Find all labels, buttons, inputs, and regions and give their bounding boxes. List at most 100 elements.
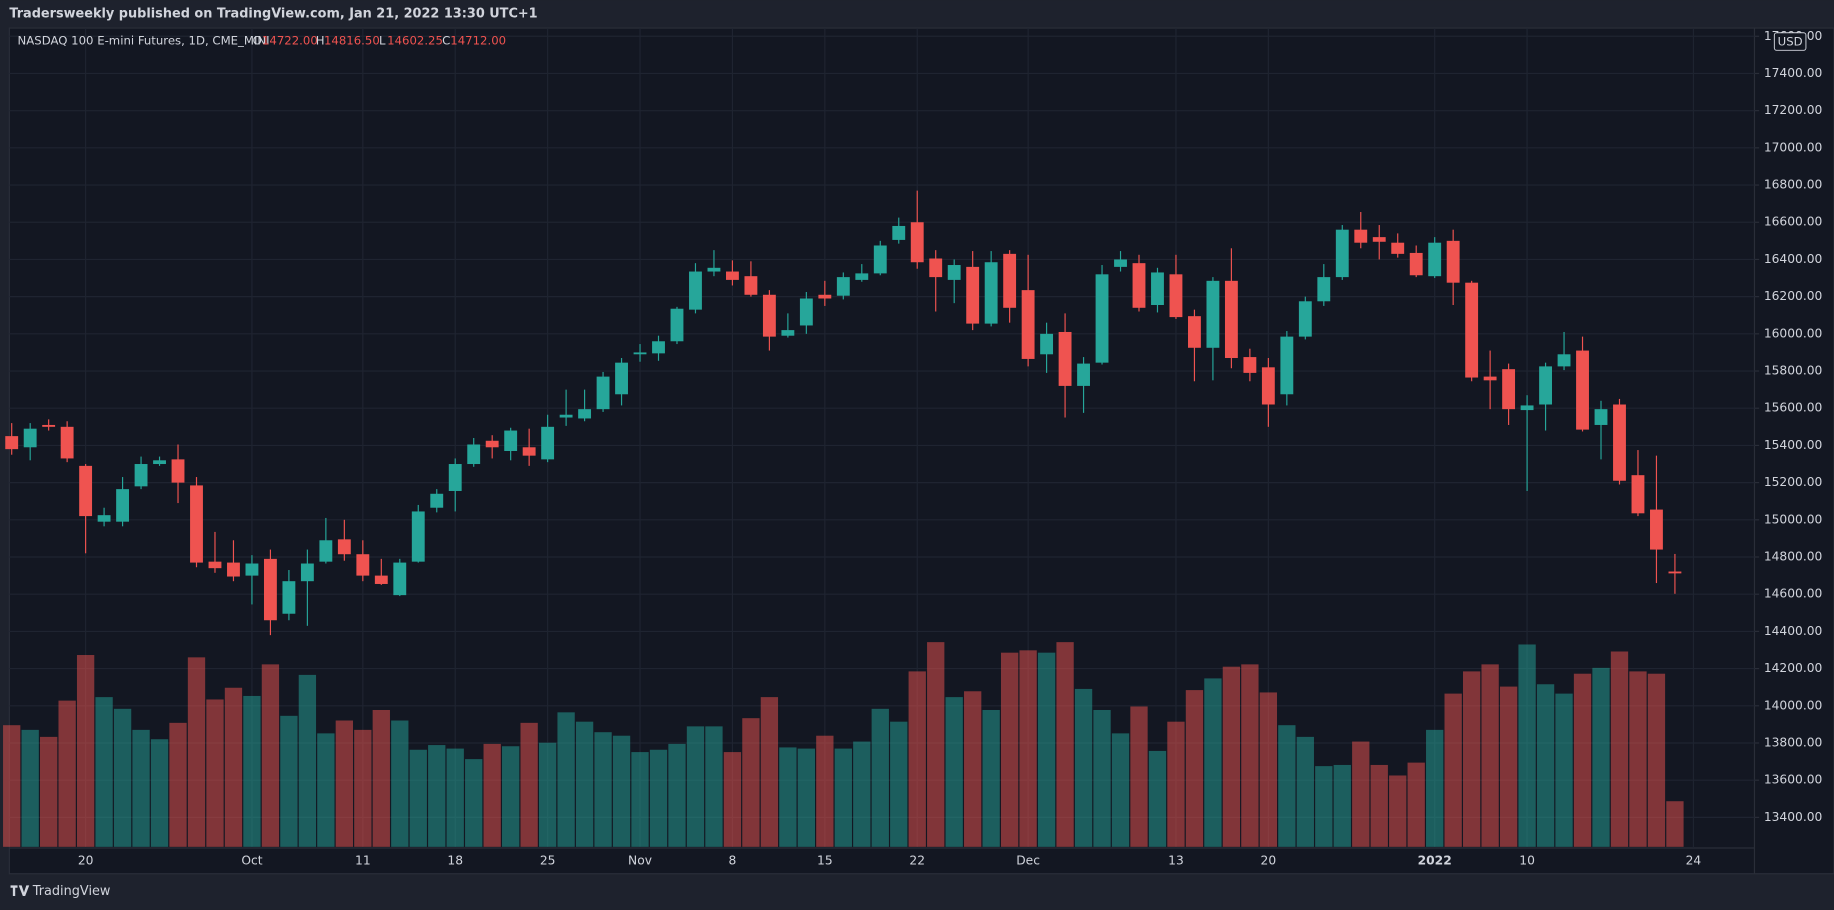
candle-body [1224, 280, 1238, 359]
candle-body [116, 489, 130, 522]
candle [60, 421, 74, 463]
candle [1668, 553, 1682, 594]
volume-bar [1333, 764, 1351, 847]
volume-bar [335, 720, 353, 847]
x-tick-label: Nov [628, 853, 652, 867]
candle [1631, 450, 1645, 517]
candle [448, 458, 462, 512]
candle [1003, 250, 1017, 323]
ohlc-key: O [253, 33, 262, 47]
candle-body [42, 424, 56, 427]
candle [1502, 363, 1516, 425]
volume-bar [1000, 652, 1019, 847]
candle [1428, 237, 1442, 279]
volume-pane [3, 642, 1684, 847]
ohlc-key: H [316, 33, 325, 47]
y-tick-label: 16800.00 [1764, 178, 1823, 192]
candle [1280, 331, 1294, 406]
candle [1354, 212, 1368, 249]
volume-bar [317, 733, 335, 847]
candle-body [1446, 240, 1460, 283]
candles [5, 190, 1682, 636]
x-tick-label: Dec [1016, 853, 1040, 867]
x-tick-label: 11 [355, 853, 371, 867]
volume-bar [538, 742, 557, 847]
volume-bar [1019, 650, 1037, 847]
volume-bar [1093, 709, 1111, 847]
candle-body [929, 258, 943, 278]
candle [430, 489, 444, 513]
volume-bar [1111, 733, 1130, 847]
candle [1576, 336, 1589, 432]
candle [781, 313, 795, 338]
candle [652, 335, 665, 361]
candle-body [541, 426, 555, 460]
candle-body [1021, 290, 1035, 359]
candle-body [1114, 259, 1127, 267]
y-tick-label: 15000.00 [1764, 512, 1823, 526]
candle-body [245, 563, 259, 576]
volume-bar [612, 735, 631, 847]
candle-body [1372, 237, 1386, 242]
volume-bar [3, 725, 21, 847]
candle-body [411, 511, 425, 562]
candle [1132, 254, 1146, 312]
y-tick-label: 15400.00 [1764, 438, 1823, 452]
candle [855, 264, 869, 282]
candle-body [1335, 229, 1349, 278]
candle [1335, 225, 1349, 280]
x-tick-label: 8 [729, 853, 737, 867]
candle-body [781, 330, 795, 336]
candle-body [615, 362, 628, 395]
candle-body [1520, 405, 1534, 411]
volume-bar [1481, 664, 1499, 847]
candle [1372, 225, 1386, 260]
candle-body [873, 245, 887, 274]
candle-body [1132, 263, 1146, 308]
y-tick-label: 16200.00 [1764, 289, 1823, 303]
volume-bar [520, 722, 538, 847]
volume-bar [298, 674, 317, 847]
candle-body [1631, 475, 1645, 514]
candle-body [1151, 272, 1164, 306]
candle [762, 290, 776, 351]
candle [134, 456, 148, 490]
ohlc-key: L [379, 33, 386, 47]
candle-body [5, 436, 19, 450]
volume-bar [797, 748, 816, 847]
volume-bar [575, 721, 594, 847]
candle-body [1077, 363, 1090, 386]
candle-body [596, 376, 610, 410]
candle-body [1391, 242, 1405, 254]
volume-bar [1130, 706, 1148, 847]
y-tick-label: 14600.00 [1764, 587, 1823, 601]
ohlc-legend: O 14722.00H 14816.50 L 14602.25 C 14712.00 [253, 33, 506, 47]
candle [1224, 248, 1238, 369]
y-tick-label: 16600.00 [1764, 215, 1823, 229]
candle [910, 190, 924, 269]
volume-bar [1536, 684, 1555, 847]
currency-badge[interactable] [1773, 32, 1807, 51]
y-tick-label: 17000.00 [1764, 140, 1823, 154]
candle-body [1188, 316, 1201, 348]
candle [263, 549, 277, 636]
candle-body [23, 428, 37, 448]
candle [1594, 400, 1608, 460]
volume-bar [853, 741, 871, 847]
y-tick-label: 16000.00 [1764, 326, 1823, 340]
candle-body [263, 558, 277, 621]
candle [670, 306, 684, 345]
volume-bar [1241, 664, 1259, 847]
volume-bar [945, 697, 963, 847]
candle-body [1668, 571, 1682, 574]
volume-bar [1555, 693, 1573, 847]
candle-body [799, 298, 813, 326]
candle-body [725, 271, 739, 280]
volume-bar [1444, 693, 1462, 847]
volume-bar [1259, 692, 1278, 847]
candle-body [1576, 350, 1589, 430]
candle-body [467, 444, 481, 465]
candle [1151, 267, 1164, 313]
candle-body [818, 294, 832, 299]
candle-body [1557, 354, 1571, 367]
